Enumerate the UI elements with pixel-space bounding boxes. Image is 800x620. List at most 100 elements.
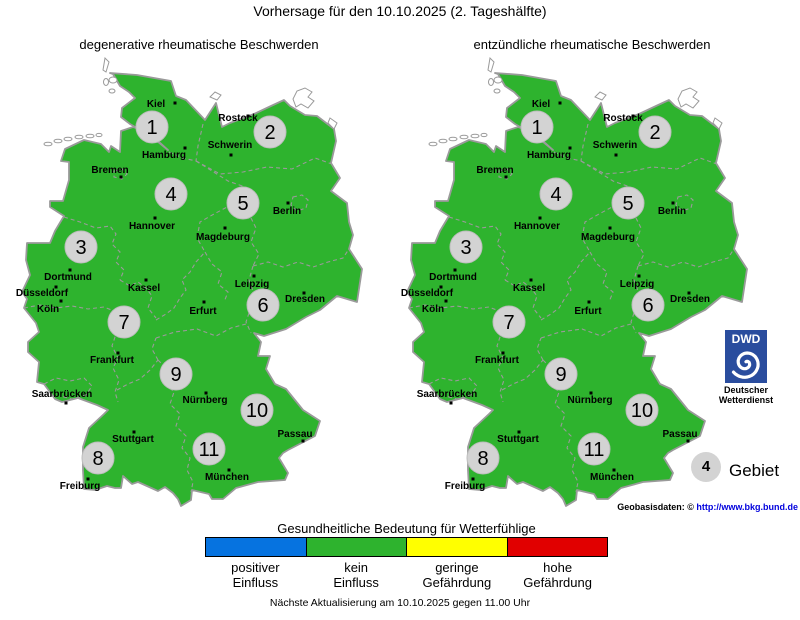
island-shape (493, 88, 501, 94)
city-dot (173, 101, 177, 105)
city-label: Dresden (285, 294, 325, 305)
page-title: Vorhersage für den 10.10.2025 (2. Tagesh… (253, 3, 547, 19)
region-circle (135, 110, 169, 144)
city-dot (59, 299, 63, 303)
city-dot (449, 401, 453, 405)
city-dot (671, 201, 675, 205)
city-dot (589, 391, 593, 395)
region-sample-label: Gebiet (729, 461, 780, 480)
legend-color-segment (306, 538, 407, 556)
state-border (498, 168, 513, 180)
city-label: Magdeburg (196, 232, 250, 243)
city-dot (119, 175, 123, 179)
region-number: 5 (622, 193, 633, 215)
city-label: Berlin (658, 206, 686, 217)
island-shape (677, 87, 700, 109)
city-dot (631, 114, 635, 118)
city-dot (301, 439, 305, 443)
region-number: 4 (550, 184, 561, 206)
state-border (408, 304, 500, 312)
legend-segment-label: hohe Gefährdung (507, 560, 608, 590)
city-label: Kassel (513, 283, 545, 294)
city-label: München (590, 472, 634, 483)
region-number: 11 (199, 439, 220, 461)
state-border (540, 251, 591, 321)
city-label: Hamburg (527, 150, 571, 161)
legend-label-line1: geringe (435, 560, 479, 575)
legend-label-line2: Einfluss (333, 575, 379, 590)
city-dot (227, 468, 231, 472)
city-label: Hannover (514, 221, 560, 232)
city-label: Saarbrücken (32, 389, 93, 400)
map-left-subtitle: degenerative rheumatische Beschwerden (79, 37, 319, 52)
island-shape (327, 117, 338, 130)
legend-labels: positiver Einfluss kein Einfluss geringe Gefä… (205, 560, 608, 590)
region-number: 11 (584, 439, 605, 461)
region-number: 3 (75, 237, 86, 259)
region-number: 1 (146, 117, 157, 139)
legend-title: Gesundheitliche Bedeutung für Wetterfühl… (277, 521, 536, 536)
city-dot (538, 216, 542, 220)
region-circle (631, 288, 665, 322)
region-number: 10 (246, 400, 268, 422)
dwd-caption-line2: Wetterdienst (718, 395, 774, 405)
region-number: 2 (649, 122, 660, 144)
legend-label-line2: Einfluss (232, 575, 279, 590)
city-dot (529, 278, 533, 282)
city-label: Bremen (91, 165, 128, 176)
state-border (119, 279, 157, 319)
city-label: Saarbrücken (417, 389, 478, 400)
city-label: Kassel (128, 283, 160, 294)
city-dot (132, 430, 136, 434)
city-label: Stuttgart (497, 434, 539, 445)
city-label: Rostock (218, 113, 258, 124)
island-shape (43, 141, 53, 147)
city-label: Rostock (603, 113, 643, 124)
city-dot (204, 391, 208, 395)
germany-outline (21, 72, 363, 507)
city-label: Kiel (147, 99, 166, 110)
state-border (637, 248, 735, 268)
region-sample-circle: 4 (691, 452, 721, 482)
city-label: Hannover (129, 221, 175, 232)
region-number: 2 (264, 122, 275, 144)
region-circle (159, 357, 193, 391)
city-dot (246, 114, 250, 118)
state-border (168, 151, 197, 162)
state-border (540, 323, 632, 339)
city-label: Passau (662, 429, 697, 440)
city-label: Erfurt (189, 306, 217, 317)
region-circle (226, 186, 260, 220)
dwd-logo-background (725, 330, 767, 383)
state-border (252, 248, 350, 268)
city-dot (64, 401, 68, 405)
region-number: 7 (118, 312, 129, 334)
region-number: 9 (555, 364, 566, 386)
city-dot (471, 477, 475, 481)
dwd-spiral-icon (731, 351, 760, 379)
city-dot (517, 430, 521, 434)
island-shape (53, 138, 63, 144)
city-label: Köln (422, 304, 444, 315)
geo-data-credit: Geobasisdaten: © http://www.bkg.bund.de (420, 502, 798, 512)
bkg-link[interactable]: http://www.bkg.bund.de (696, 502, 798, 512)
region-number: 4 (165, 184, 176, 206)
island-shape (448, 136, 458, 142)
state-border (580, 160, 631, 253)
island-shape (85, 133, 95, 139)
next-update-note: Nächste Aktualisierung am 10.10.2025 geg… (269, 597, 531, 609)
region-circle (253, 115, 287, 149)
region-circle (638, 115, 672, 149)
state-border (675, 194, 694, 212)
state-border (195, 123, 204, 162)
region-number: 8 (477, 448, 488, 470)
region-circle (449, 230, 483, 264)
city-dot (439, 285, 443, 289)
island-shape (292, 87, 315, 109)
state-border (157, 359, 194, 493)
region-circle (64, 230, 98, 264)
city-dot (453, 268, 457, 272)
legend-segment-label: geringe Gefährdung (407, 560, 508, 590)
state-border (155, 251, 206, 321)
